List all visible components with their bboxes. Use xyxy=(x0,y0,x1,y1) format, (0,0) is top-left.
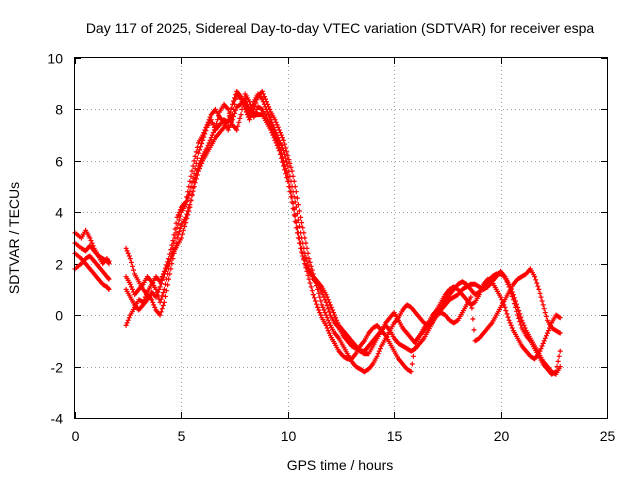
series-track-3 xyxy=(72,96,563,375)
series-track-1 xyxy=(72,88,563,377)
plot-frame xyxy=(74,57,608,419)
y-tick-label: 4 xyxy=(55,205,63,221)
data-point-marks xyxy=(72,88,563,377)
x-tick-label: 15 xyxy=(387,428,403,444)
x-tick-label: 0 xyxy=(72,428,80,444)
series-track-2 xyxy=(72,88,563,377)
y-tick-label: 0 xyxy=(55,308,63,324)
y-tick-label: -2 xyxy=(51,360,64,376)
y-tick-label: -4 xyxy=(51,411,64,427)
x-tick-label: 25 xyxy=(600,428,616,444)
data-point-marks xyxy=(72,88,563,377)
x-tick-label: 10 xyxy=(281,428,297,444)
x-tick-label: 20 xyxy=(494,428,510,444)
data-marks xyxy=(72,88,563,377)
series-track-4 xyxy=(72,91,563,362)
y-tick-label: 10 xyxy=(47,51,63,67)
y-tick-label: 6 xyxy=(55,154,63,170)
y-tick-label: 8 xyxy=(55,102,63,118)
grid xyxy=(75,58,607,418)
data-point-marks xyxy=(72,96,563,375)
y-tick-label: 2 xyxy=(55,257,63,273)
x-axis-label: GPS time / hours xyxy=(287,457,394,473)
y-axis-label: SDTVAR / TECUs xyxy=(6,182,22,294)
data-point-marks xyxy=(72,91,563,362)
chart-title: Day 117 of 2025, Sidereal Day-to-day VTE… xyxy=(86,20,595,36)
x-tick-label: 5 xyxy=(178,428,186,444)
